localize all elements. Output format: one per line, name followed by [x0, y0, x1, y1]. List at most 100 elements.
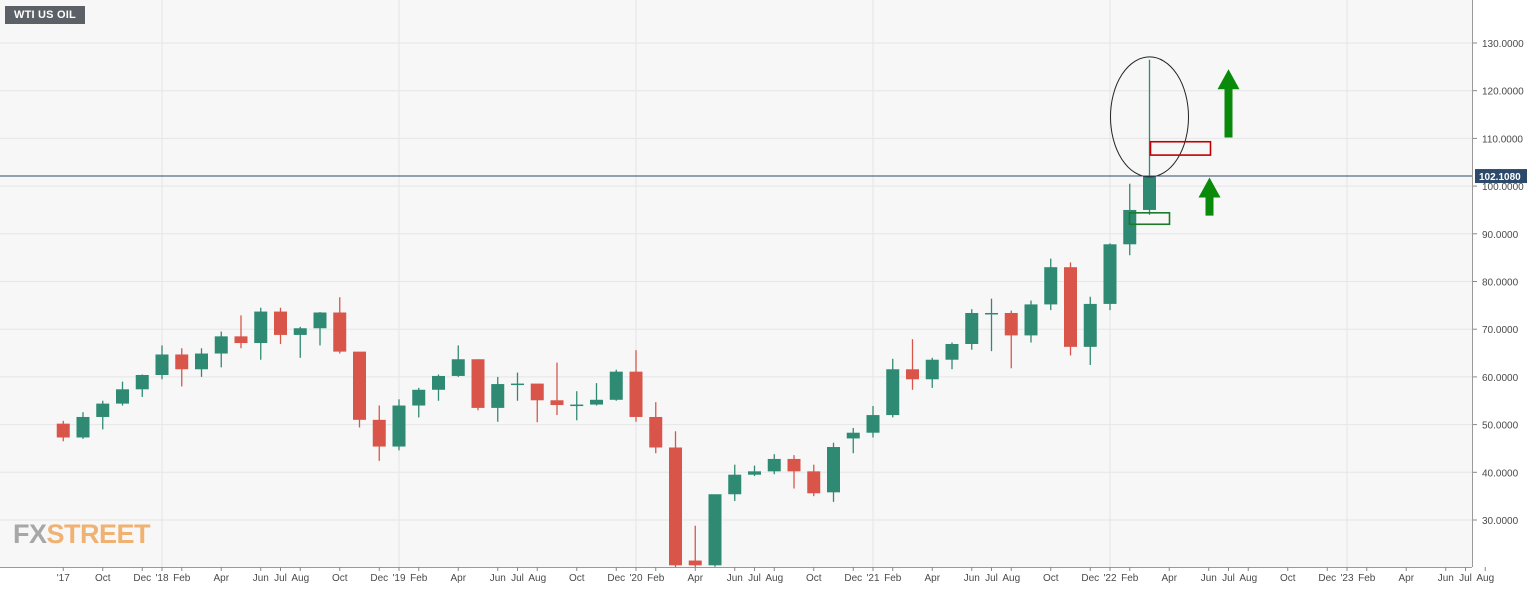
candle-body: [274, 311, 287, 335]
candle: [669, 431, 682, 568]
x-tick-label: Dec: [1318, 573, 1336, 584]
x-tick-label: Jun: [1438, 573, 1454, 584]
candle: [234, 315, 248, 349]
candle-body: [1024, 304, 1038, 336]
candle-body: [945, 343, 959, 360]
candle: [76, 412, 90, 439]
y-tick-label: 100.0000: [1482, 182, 1524, 193]
x-tick-label: '20: [629, 573, 642, 584]
candle-body: [491, 384, 505, 408]
candle-body: [728, 474, 742, 495]
candle-body: [767, 458, 781, 472]
x-tick-label: Feb: [884, 573, 902, 584]
candle-body: [629, 371, 643, 417]
x-tick-label: Oct: [569, 573, 585, 584]
y-tick-label: 120.0000: [1482, 87, 1524, 98]
candle-body: [56, 423, 70, 438]
candle: [827, 442, 840, 502]
candle: [155, 345, 169, 380]
x-tick-label: Jul: [1459, 573, 1472, 584]
y-tick-label: 50.0000: [1482, 421, 1519, 432]
candle-body: [846, 432, 860, 439]
candle-body: [471, 359, 485, 408]
x-tick-label: Jun: [490, 573, 506, 584]
y-tick-label: 90.0000: [1482, 230, 1519, 241]
x-tick-label: Oct: [1043, 573, 1059, 584]
candle-body: [1143, 176, 1156, 210]
candle: [293, 326, 307, 358]
candle: [866, 405, 880, 438]
candle-body: [353, 351, 366, 420]
x-tick-label: '22: [1103, 573, 1116, 584]
x-tick-label: Apr: [1398, 573, 1414, 584]
candle-body: [906, 369, 919, 380]
x-tick-label: Dec: [607, 573, 625, 584]
x-tick-label: Feb: [1121, 573, 1139, 584]
candle: [254, 307, 268, 360]
symbol-badge: WTI US OIL: [5, 6, 85, 24]
candle: [175, 348, 189, 387]
candle: [886, 358, 900, 418]
candle: [530, 383, 544, 423]
current-price-label: 102.1080: [1479, 172, 1521, 183]
candle-body: [1123, 209, 1137, 245]
x-tick-label: Jul: [985, 573, 998, 584]
candle: [1004, 310, 1018, 369]
x-tick-label: '23: [1340, 573, 1353, 584]
candle-body: [866, 415, 880, 433]
x-tick-label: Jul: [1222, 573, 1235, 584]
x-tick-label: '21: [866, 573, 879, 584]
candle-body: [590, 399, 603, 405]
candle-body: [688, 560, 702, 566]
candle: [767, 454, 781, 475]
candle-body: [1064, 267, 1077, 347]
candle-body: [807, 471, 821, 494]
candle-body: [254, 311, 268, 344]
y-tick-label: 60.0000: [1482, 373, 1519, 384]
annotation-layer: [1110, 56, 1240, 226]
candle-body: [530, 383, 544, 401]
x-tick-label: Jun: [253, 573, 269, 584]
x-tick-label: Feb: [647, 573, 665, 584]
candle-body: [155, 354, 169, 375]
y-tick-label: 130.0000: [1482, 39, 1524, 50]
x-tick-label: Apr: [450, 573, 466, 584]
x-tick-label: Jun: [727, 573, 743, 584]
resistance-box: [1149, 140, 1212, 156]
candle: [570, 391, 584, 421]
candle: [372, 405, 386, 461]
candle-body: [195, 353, 208, 370]
candle-body: [787, 458, 801, 472]
candle-body: [116, 389, 129, 404]
x-tick-label: Dec: [844, 573, 862, 584]
y-tick-label: 110.0000: [1482, 134, 1523, 145]
candle: [748, 465, 761, 477]
highlight-ellipse: [1110, 56, 1189, 178]
candle: [629, 350, 643, 422]
y-axis: 30.0000 40.0000 50.0000 60.0000 70.0000 80.00…: [1472, 0, 1524, 567]
x-tick-label: Jul: [748, 573, 761, 584]
candle-body: [570, 404, 584, 407]
candle-body: [1083, 303, 1097, 347]
candle-body: [135, 374, 149, 390]
x-tick-label: Aug: [528, 573, 546, 584]
x-tick-label: Feb: [173, 573, 191, 584]
x-tick-label: Jun: [1201, 573, 1217, 584]
x-tick-label: Dec: [1081, 573, 1099, 584]
candle: [392, 399, 406, 451]
candle-body: [827, 447, 840, 493]
candle: [590, 383, 603, 406]
candle-body: [293, 328, 307, 335]
candle: [195, 348, 208, 377]
x-tick-label: '19: [392, 573, 405, 584]
x-tick-label: Aug: [1002, 573, 1020, 584]
current-price-marker: 102.1080: [0, 169, 1527, 184]
fxstreet-logo: FXSTREET: [13, 519, 151, 550]
candle: [491, 376, 505, 422]
x-axis: '17 Oct Dec '18 Feb Apr Jun Jul Aug Oct Dec '19 Feb A…: [0, 567, 1494, 584]
candle: [333, 297, 347, 354]
x-tick-label: Jul: [274, 573, 287, 584]
y-tick-label: 30.0000: [1482, 516, 1519, 527]
